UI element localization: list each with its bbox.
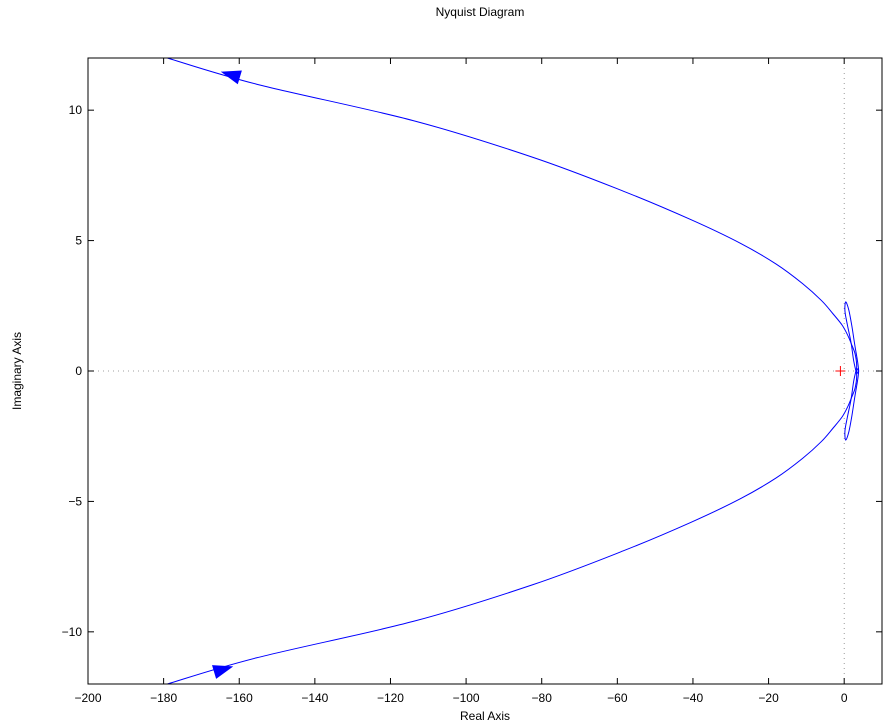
direction-arrow-negative-frequency bbox=[212, 665, 234, 679]
x-tick-label: −80 bbox=[532, 691, 553, 705]
y-axis-label: Imaginary Axis bbox=[10, 332, 24, 410]
y-axis-ticks: −10 −5 0 5 10 bbox=[62, 103, 882, 639]
nyquist-curves bbox=[167, 58, 860, 684]
plot-area bbox=[88, 58, 882, 684]
x-tick-label: −200 bbox=[74, 691, 101, 705]
x-tick-label: −60 bbox=[607, 691, 628, 705]
y-tick-label: −5 bbox=[68, 494, 82, 508]
y-tick-label: 0 bbox=[75, 364, 82, 378]
x-axis-label: Real Axis bbox=[460, 709, 510, 723]
x-tick-label: −20 bbox=[758, 691, 779, 705]
x-tick-label: −160 bbox=[226, 691, 253, 705]
x-tick-label: −40 bbox=[683, 691, 704, 705]
direction-arrow-positive-frequency bbox=[220, 70, 242, 85]
y-tick-label: −10 bbox=[62, 625, 83, 639]
x-tick-label: −180 bbox=[150, 691, 177, 705]
nyquist-curve-positive-frequency bbox=[167, 58, 860, 441]
nyquist-curve-negative-frequency bbox=[167, 301, 860, 684]
y-tick-label: 5 bbox=[75, 234, 82, 248]
y-tick-label: 10 bbox=[69, 103, 83, 117]
chart-title: Nyquist Diagram bbox=[436, 5, 525, 19]
direction-arrows bbox=[212, 70, 242, 679]
x-axis-ticks: −200 −180 −160 −140 −120 −100 −80 −60 −40 −20 0 bbox=[74, 58, 848, 705]
x-tick-label: −120 bbox=[377, 691, 404, 705]
x-tick-label: −100 bbox=[453, 691, 480, 705]
critical-point-marker bbox=[835, 366, 846, 376]
x-tick-label: 0 bbox=[841, 691, 848, 705]
x-tick-label: −140 bbox=[301, 691, 328, 705]
